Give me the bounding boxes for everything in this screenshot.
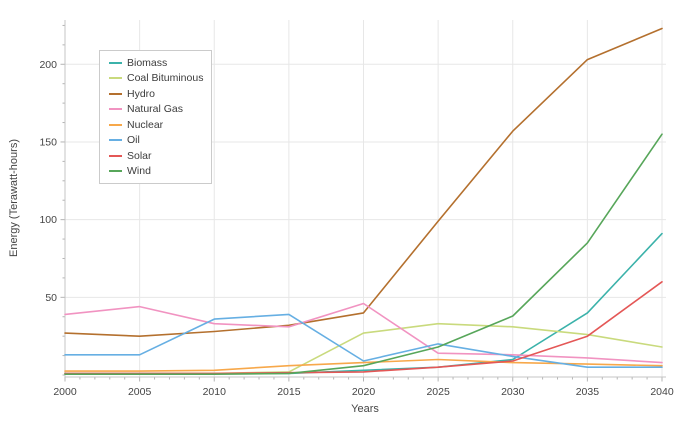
- svg-text:2030: 2030: [501, 386, 525, 398]
- y-axis-title: Energy (Terawatt-hours): [8, 139, 20, 257]
- legend-swatch-natural-gas: [109, 108, 122, 111]
- svg-text:50: 50: [45, 292, 57, 304]
- legend-label: Hydro: [127, 87, 156, 100]
- svg-text:2035: 2035: [576, 386, 600, 398]
- svg-text:2040: 2040: [650, 386, 674, 398]
- minor-ticks: [62, 24, 648, 380]
- x-tick-labels: 2000 2005 2010 2015 2020 2025 2030 2035 2040: [53, 386, 674, 398]
- svg-text:2020: 2020: [352, 386, 376, 398]
- x-axis-title: Years: [351, 403, 379, 415]
- legend-swatch-oil: [109, 139, 122, 142]
- legend-label: Coal Bituminous: [127, 72, 204, 85]
- series-line-natural-gas: [64, 302, 663, 364]
- svg-text:2005: 2005: [128, 386, 152, 398]
- series-line-wind: [64, 133, 663, 376]
- legend-swatch-biomass: [109, 61, 122, 64]
- legend-item-hydro: Hydro: [109, 86, 203, 102]
- series-line-oil: [64, 313, 663, 369]
- series-line-hydro: [64, 27, 663, 338]
- legend-item-solar: Solar: [109, 148, 203, 164]
- legend-item-biomass: Biomass: [109, 55, 203, 71]
- legend-item-nuclear: Nuclear: [109, 117, 203, 133]
- legend-label: Nuclear: [127, 118, 164, 131]
- svg-text:2010: 2010: [203, 386, 227, 398]
- legend-label: Solar: [127, 149, 152, 162]
- axes: [64, 20, 666, 378]
- legend-swatch-solar: [109, 154, 122, 157]
- svg-text:200: 200: [39, 59, 57, 71]
- legend-item-oil: Oil: [109, 133, 203, 149]
- legend-label: Oil: [127, 134, 140, 147]
- legend-item-natural-gas: Natural Gas: [109, 102, 203, 118]
- svg-text:150: 150: [39, 136, 57, 148]
- svg-text:2025: 2025: [426, 386, 450, 398]
- svg-text:2015: 2015: [277, 386, 301, 398]
- major-ticks: [60, 63, 663, 382]
- legend-swatch-coal-bituminous: [109, 77, 122, 80]
- series-lines: [64, 27, 663, 376]
- legend-label: Natural Gas: [127, 103, 184, 116]
- legend-item-coal-bituminous: Coal Bituminous: [109, 71, 203, 87]
- legend-label: Wind: [127, 165, 151, 178]
- y-tick-labels: 50 100 150 200: [39, 59, 57, 304]
- chart-legend: Biomass Coal Bituminous Hydro Natural Gas Nu…: [99, 50, 213, 184]
- series-line-solar: [64, 280, 663, 375]
- legend-swatch-nuclear: [109, 123, 122, 126]
- legend-swatch-wind: [109, 170, 122, 173]
- legend-label: Biomass: [127, 56, 168, 69]
- legend-item-wind: Wind: [109, 164, 203, 180]
- legend-swatch-hydro: [109, 92, 122, 95]
- svg-text:2000: 2000: [53, 386, 77, 398]
- svg-text:100: 100: [39, 214, 57, 226]
